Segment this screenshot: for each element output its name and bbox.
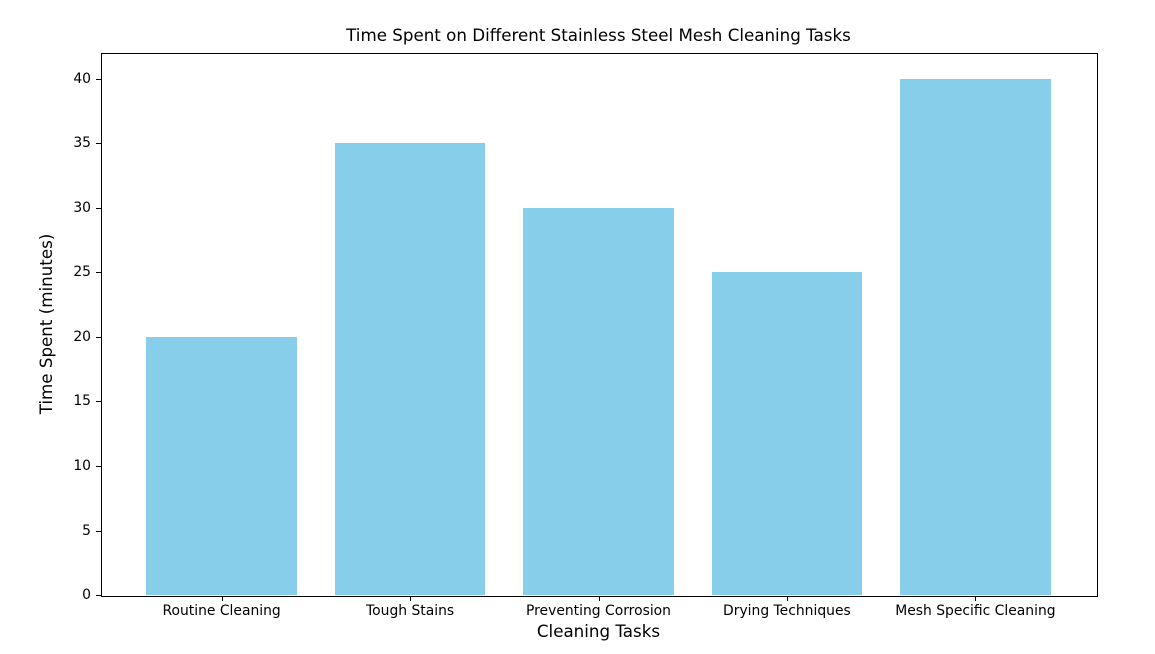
y-tick-mark [96,207,101,209]
y-tick-label: 20 [73,328,91,345]
x-tick-label: Mesh Specific Cleaning [895,603,1056,619]
y-tick-label: 10 [73,458,91,474]
y-tick-label: 0 [82,587,91,603]
chart-title: Time Spent on Different Stainless Steel … [346,25,851,45]
bar-routine-cleaning [146,336,297,595]
x-tick-mark [975,596,977,601]
y-tick-label: 5 [82,522,91,539]
bar-drying-techniques [711,272,863,595]
bar-preventing-corrosion [523,207,674,595]
y-tick-label: 40 [73,70,91,87]
y-tick-label: 15 [73,393,91,410]
x-tick-mark [786,596,788,601]
y-tick-label: 30 [73,199,91,216]
y-tick-mark [96,272,101,274]
bar-tough-stains [334,143,486,595]
x-tick-mark [598,596,600,601]
y-tick-mark [96,595,101,596]
y-axis-label: Time Spent (minutes) [36,233,56,415]
y-tick-mark [96,78,101,80]
y-tick-mark [96,336,101,338]
x-tick-label: Drying Techniques [723,603,851,619]
x-tick-mark [221,596,223,601]
y-tick-label: 35 [73,135,91,152]
x-axis-label: Cleaning Tasks [536,621,661,641]
y-tick-mark [96,466,101,467]
x-tick-mark [410,596,412,601]
x-tick-label: Preventing Corrosion [526,603,671,619]
bar-mesh-specific-cleaning [900,78,1051,595]
y-tick-mark [96,530,101,532]
y-tick-mark [96,143,101,145]
y-tick-label: 25 [73,264,91,281]
y-tick-mark [96,401,101,403]
x-tick-label: Tough Stains [366,603,455,619]
x-tick-label: Routine Cleaning [162,603,281,619]
